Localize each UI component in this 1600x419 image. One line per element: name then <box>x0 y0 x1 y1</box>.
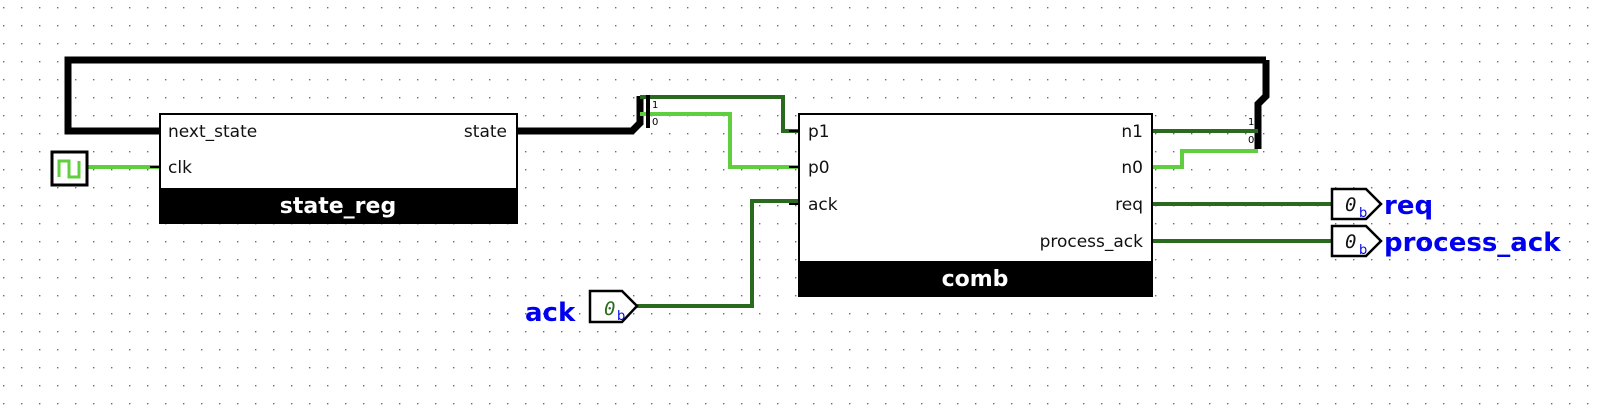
wire-n0[interactable] <box>1152 149 1258 169</box>
state-reg-title-bar <box>160 188 517 223</box>
comb-pin-p0: p0 <box>808 158 830 178</box>
input-pin-ack[interactable]: 0 b ack <box>525 289 639 328</box>
ack-pin-value: 0 <box>604 298 615 320</box>
comb-pin-p1: p1 <box>808 122 830 142</box>
state-reg-pin-next-state: next_state <box>168 122 257 142</box>
req-pin-radix: b <box>1359 206 1367 221</box>
splitter-left-bit1: 1 <box>652 100 658 111</box>
bus-state[interactable] <box>517 96 644 135</box>
comb-pin-n0: n0 <box>1121 158 1143 178</box>
clock-square-wave-icon[interactable] <box>50 150 89 187</box>
state-reg-title: state_reg <box>280 194 396 219</box>
component-state-reg[interactable]: state_reg next_state clk state <box>150 113 527 224</box>
splitter-left-bit0: 0 <box>652 117 658 128</box>
req-pin-value: 0 <box>1345 194 1356 216</box>
splitter-right[interactable]: 1 0 <box>1248 117 1254 146</box>
comb-pin-process-ack: process_ack <box>1040 232 1144 252</box>
process-ack-pin-label: process_ack <box>1384 228 1561 258</box>
comb-pin-req: req <box>1115 195 1143 215</box>
component-comb[interactable]: comb p1 p0 ack n1 n0 req process_ack <box>789 113 1153 297</box>
comb-title: comb <box>942 267 1009 292</box>
output-pin-req[interactable]: 0 b req <box>1330 187 1433 221</box>
ack-pin-radix: b <box>617 309 625 324</box>
comb-title-bar <box>799 261 1152 296</box>
comb-pin-n1: n1 <box>1121 122 1143 142</box>
process-ack-pin-value: 0 <box>1345 231 1356 253</box>
bus-feedback[interactable] <box>64 56 1266 135</box>
wire-state-bit0[interactable] <box>640 112 799 169</box>
process-ack-pin-radix: b <box>1359 243 1367 258</box>
splitter-left[interactable]: 1 0 <box>646 95 658 128</box>
splitter-right-bit1: 1 <box>1248 117 1254 128</box>
state-reg-pin-clk: clk <box>168 158 192 178</box>
ack-pin-label: ack <box>525 298 576 328</box>
comb-pin-ack: ack <box>808 195 838 215</box>
wires <box>64 56 1332 308</box>
wire-ack[interactable] <box>637 199 799 308</box>
output-pin-process-ack[interactable]: 0 b process_ack <box>1330 224 1561 258</box>
bus-feedback-splitter[interactable] <box>1254 60 1270 149</box>
state-reg-pin-state: state <box>464 122 507 142</box>
req-pin-label: req <box>1384 191 1433 221</box>
splitter-right-bit0: 0 <box>1248 135 1254 146</box>
